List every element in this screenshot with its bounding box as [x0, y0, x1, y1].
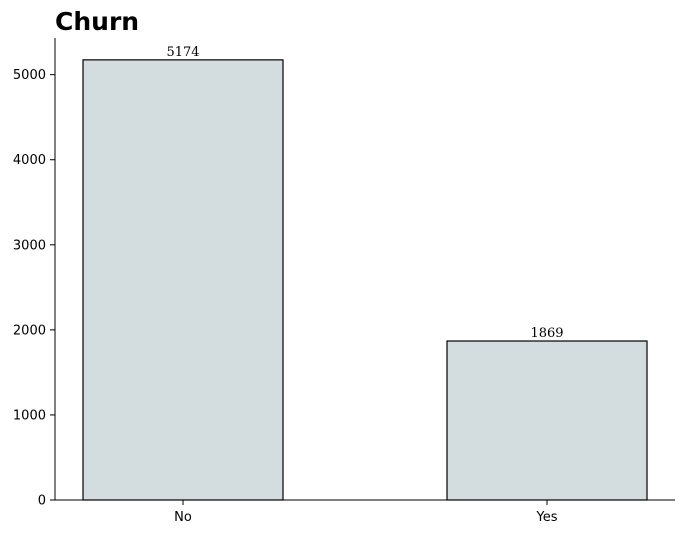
axes-layer: No Yes 0 1000 2000 3000 4000 5000 [13, 38, 675, 525]
data-labels-layer: 5174 1869 [166, 45, 563, 341]
x-tick-label-no: No [174, 510, 192, 525]
plot-area: 5174 1869 No Yes 0 1000 2000 3000 4000 5000 [13, 38, 675, 525]
bar-no [82, 59, 284, 501]
y-tick-label-3000: 3000 [13, 238, 46, 253]
chart-title: Churn [55, 7, 139, 36]
bars-layer [82, 59, 648, 501]
bar-value-label-yes: 1869 [530, 326, 563, 341]
bar-value-label-no: 5174 [166, 45, 199, 60]
y-tick-label-2000: 2000 [13, 323, 46, 338]
x-tick-label-yes: Yes [536, 510, 558, 525]
bar-yes [446, 340, 648, 501]
y-tick-label-1000: 1000 [13, 408, 46, 423]
y-tick-label-0: 0 [38, 494, 46, 509]
y-tick-label-5000: 5000 [13, 68, 46, 83]
y-tick-label-4000: 4000 [13, 153, 46, 168]
